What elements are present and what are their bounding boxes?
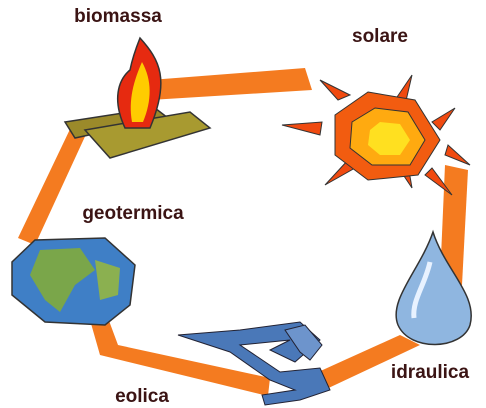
node-label: geotermica (82, 203, 184, 224)
sun-icon (282, 75, 470, 195)
node-label: solare (352, 26, 408, 47)
node-label: eolica (115, 386, 169, 407)
earth-icon (12, 238, 135, 325)
biomass-icon (65, 38, 210, 158)
node-label: biomassa (74, 6, 162, 27)
node-label: idraulica (391, 362, 470, 383)
diagram: biomassa solare geotermica idraulica eol… (0, 0, 486, 408)
